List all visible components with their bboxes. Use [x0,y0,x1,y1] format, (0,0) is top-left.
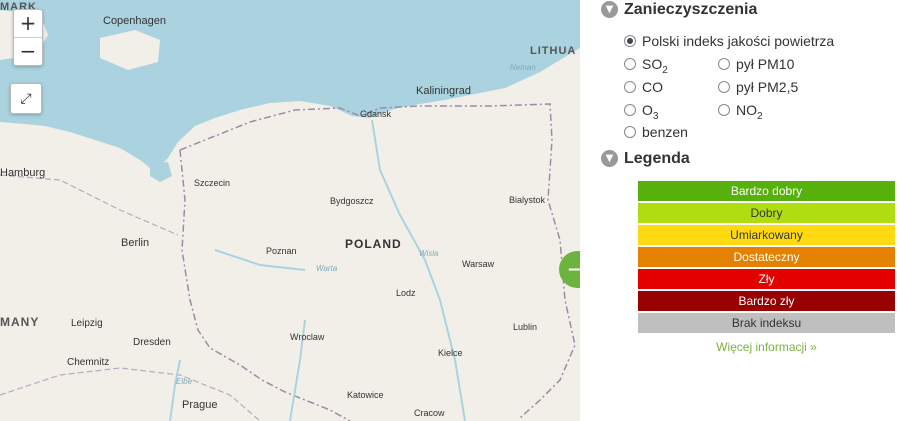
map-label: Lodz [396,288,416,298]
legend-item-bardzo-zly: Bardzo zły [638,291,895,311]
map-label: Katowice [347,390,384,400]
option-subscript: 2 [757,110,763,122]
map-label: Bialystok [509,195,546,205]
radio-button[interactable] [624,58,636,70]
radio-button[interactable] [718,58,730,70]
lagoon [150,162,172,182]
map-label: Berlin [121,237,149,249]
radio-button[interactable] [718,81,730,93]
legend-item-dostateczny: Dostateczny [638,247,895,267]
chevron-down-icon: ▼ [601,1,618,18]
option-benzene[interactable]: benzen [624,124,688,140]
map-label: Warta [316,264,338,273]
legend-item-dobry: Dobry [638,203,895,223]
option-label: CO [642,79,663,95]
radio-button[interactable] [624,35,636,47]
pollutants-title: Zanieczyszczenia [624,1,758,18]
legend-header[interactable]: ▼ Legenda [601,150,690,168]
option-o3[interactable]: O3 [624,102,658,122]
option-label: O [642,102,653,118]
radio-button[interactable] [624,104,636,116]
map-label: Kaliningrad [416,85,471,97]
more-info-link[interactable]: Więcej informacji » [716,340,817,354]
air-quality-map[interactable]: MARK Copenhagen Hamburg Berlin MANY Leipzig Ch… [0,0,580,421]
map-label: Neman [510,63,536,72]
map-label: Lublin [513,322,537,332]
map-label: Bydgoszcz [330,196,374,206]
map-label: Wisla [419,249,439,258]
zoom-out-button[interactable]: − [14,37,42,65]
map-label: Hamburg [0,167,45,179]
radio-button[interactable] [624,81,636,93]
map-label: Leipzig [71,318,103,329]
option-co[interactable]: CO [624,79,663,95]
map-label: Elbe [176,377,193,386]
arrow-right-icon: → [567,255,580,283]
map-label: LITHUA [530,45,576,57]
option-pm10[interactable]: pył PM10 [718,56,794,72]
radio-button[interactable] [718,104,730,116]
expand-icon: ⤢ [20,90,32,106]
option-so2[interactable]: SO2 [624,56,668,76]
zoom-in-button[interactable]: + [19,11,37,35]
option-label: pył PM2,5 [736,79,799,95]
island [100,30,160,70]
legend-item-bardzo-dobry: Bardzo dobry [638,181,895,201]
country-border [0,174,261,421]
chevron-down-icon: ▼ [601,150,618,167]
side-panel: ▼ Zanieczyszczenia Polski indeks jakości … [580,0,900,421]
option-pm25[interactable]: pył PM2,5 [718,79,798,95]
river [169,119,466,421]
option-no2[interactable]: NO2 [718,102,763,122]
pollutants-header[interactable]: ▼ Zanieczyszczenia [601,1,757,19]
option-label: NO [736,102,757,118]
radio-button[interactable] [624,126,636,138]
map-label: Dresden [133,337,171,348]
map-label: POLAND [345,237,402,251]
map-label: MANY [0,315,39,329]
option-polish-aqi[interactable]: Polski indeks jakości powietrza [624,33,834,49]
map-label: Cracow [414,408,445,418]
fullscreen-button[interactable]: ⤢ [10,83,42,114]
next-arrow-button[interactable]: → [559,251,580,288]
poland-border [179,103,576,421]
map-label: Kielce [438,348,463,358]
legend-item-umiarkowany: Umiarkowany [638,225,895,245]
map-label: Warsaw [462,259,495,269]
option-label: pył PM10 [736,56,795,72]
map-label: Gdansk [360,109,392,119]
map-label: Wroclaw [290,332,325,342]
option-subscript: 3 [652,110,659,122]
legend-item-brak-indeksu: Brak indeksu [638,313,895,333]
map-label: Copenhagen [103,15,166,27]
zoom-control: + − [13,9,43,66]
map-label: Poznan [266,246,297,256]
option-label: Polski indeks jakości powietrza [642,33,835,49]
map-label: Szczecin [194,178,230,188]
legend-item-zly: Zły [638,269,895,289]
option-label: benzen [642,124,688,140]
map-label: Chemnitz [67,357,109,368]
legend: Bardzo dobry Dobry Umiarkowany Dostatecz… [638,181,895,335]
option-label: SO [642,56,663,72]
option-subscript: 2 [662,64,668,76]
legend-title: Legenda [624,150,690,167]
map-label: Prague [182,399,217,411]
